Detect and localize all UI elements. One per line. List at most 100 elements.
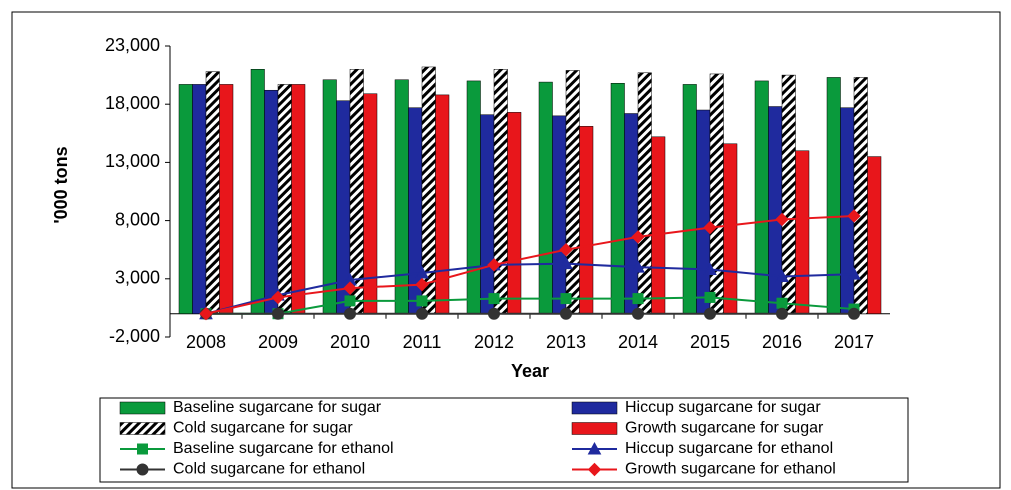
point-marker bbox=[559, 256, 573, 270]
point-marker bbox=[775, 269, 789, 282]
point-marker bbox=[487, 258, 501, 272]
x-tick-label: 2013 bbox=[546, 332, 586, 352]
bar bbox=[363, 93, 378, 314]
x-tick-label: 2010 bbox=[330, 332, 370, 352]
point-marker bbox=[416, 295, 428, 307]
point-marker bbox=[560, 293, 572, 305]
point-marker bbox=[415, 277, 429, 292]
legend-label: Baseline sugarcane for ethanol bbox=[173, 440, 394, 457]
bar bbox=[579, 126, 594, 314]
point-marker bbox=[344, 307, 356, 320]
bar bbox=[840, 107, 855, 314]
legend-marker bbox=[587, 462, 602, 477]
x-tick-label: 2016 bbox=[762, 332, 802, 352]
x-tick-label: 2014 bbox=[618, 332, 658, 352]
point-marker bbox=[199, 307, 213, 321]
bar bbox=[466, 80, 481, 314]
legend-swatch bbox=[571, 401, 618, 415]
point-marker bbox=[776, 297, 788, 309]
bar bbox=[219, 84, 234, 314]
bar bbox=[178, 84, 193, 314]
bar bbox=[493, 69, 508, 314]
x-tick-label: 2017 bbox=[834, 332, 874, 352]
legend-label: Growth sugarcane for ethanol bbox=[625, 461, 836, 478]
point-marker bbox=[847, 267, 861, 280]
bar bbox=[507, 112, 522, 314]
bar bbox=[538, 81, 553, 314]
point-marker bbox=[488, 307, 500, 320]
bar bbox=[552, 115, 567, 314]
y-tick-label: 13,000 bbox=[105, 151, 160, 171]
legend-swatch bbox=[119, 401, 166, 415]
x-tick-label: 2009 bbox=[258, 332, 298, 352]
point-marker bbox=[271, 290, 285, 305]
legend-marker bbox=[137, 443, 148, 455]
legend-swatch bbox=[119, 422, 166, 435]
bar bbox=[826, 77, 841, 314]
bar bbox=[394, 79, 409, 314]
bar bbox=[867, 156, 882, 314]
bar bbox=[682, 84, 697, 314]
x-tick-label: 2012 bbox=[474, 332, 514, 352]
legend-label: Hiccup sugarcane for ethanol bbox=[625, 440, 833, 457]
point-marker bbox=[488, 293, 500, 305]
legend-marker bbox=[136, 463, 149, 476]
bar bbox=[291, 84, 306, 314]
legend-box bbox=[99, 397, 909, 483]
bar bbox=[610, 82, 625, 314]
legend-swatch bbox=[571, 422, 618, 435]
y-tick-label: 8,000 bbox=[115, 209, 160, 229]
y-tick-label: 3,000 bbox=[115, 268, 160, 288]
point-marker bbox=[560, 307, 572, 320]
point-marker bbox=[703, 262, 717, 275]
legend-marker bbox=[587, 441, 602, 455]
point-marker bbox=[343, 281, 357, 295]
x-tick-label: 2008 bbox=[186, 332, 226, 352]
point-marker bbox=[776, 307, 788, 320]
bar bbox=[205, 71, 220, 314]
bar bbox=[754, 80, 769, 314]
y-axis-title: '000 tons bbox=[51, 146, 71, 223]
bar bbox=[723, 143, 738, 314]
bar bbox=[768, 106, 783, 314]
bar bbox=[795, 150, 810, 314]
point-marker bbox=[631, 230, 645, 244]
chart-border bbox=[11, 11, 1001, 489]
bar bbox=[709, 73, 724, 314]
legend-label: Growth sugarcane for sugar bbox=[625, 420, 824, 437]
point-marker bbox=[272, 307, 284, 320]
point-marker bbox=[632, 293, 644, 305]
bar bbox=[651, 136, 666, 314]
point-marker bbox=[559, 242, 573, 257]
bar bbox=[624, 113, 639, 314]
point-marker bbox=[703, 220, 717, 235]
point-marker bbox=[775, 212, 789, 227]
legend-label: Cold sugarcane for sugar bbox=[173, 420, 353, 437]
x-tick-label: 2015 bbox=[690, 332, 730, 352]
line bbox=[205, 214, 855, 315]
bar bbox=[277, 84, 292, 314]
point-marker bbox=[632, 307, 644, 320]
legend-label: Hiccup sugarcane for sugar bbox=[625, 399, 821, 416]
x-tick-label: 2011 bbox=[403, 332, 442, 352]
y-tick-label: 18,000 bbox=[105, 93, 160, 113]
point-marker bbox=[847, 209, 861, 223]
point-marker bbox=[704, 307, 716, 320]
point-marker bbox=[704, 291, 716, 303]
bar bbox=[565, 70, 580, 314]
point-marker bbox=[344, 295, 356, 307]
bar bbox=[264, 89, 279, 314]
bar bbox=[250, 69, 265, 314]
point-marker bbox=[631, 260, 645, 273]
point-marker bbox=[848, 307, 860, 320]
x-axis-title: Year bbox=[511, 361, 549, 381]
bar bbox=[322, 79, 337, 314]
bar bbox=[480, 114, 495, 314]
y-tick-label: 23,000 bbox=[105, 35, 160, 55]
legend-label: Cold sugarcane for ethanol bbox=[173, 461, 365, 478]
line bbox=[206, 296, 855, 315]
bar bbox=[696, 109, 711, 314]
bar bbox=[192, 84, 207, 314]
